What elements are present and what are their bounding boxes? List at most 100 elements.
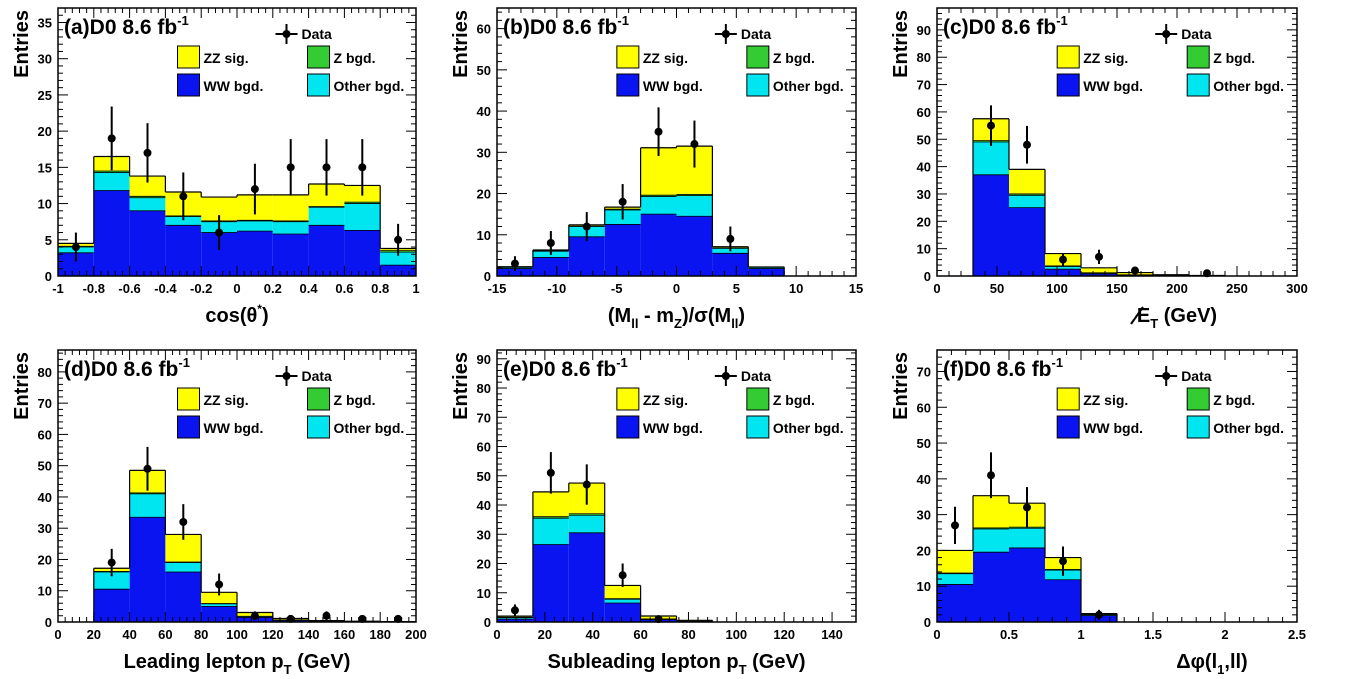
x-tick-label: 2 [1221, 627, 1228, 642]
lumi-exponent: -1 [177, 13, 189, 28]
bar-z [129, 196, 166, 198]
panel-d: 0 20 40 60 80 100 120 140 160 180 200 0 10 20 30 40 50 60… [11, 349, 427, 677]
legend-label-z: Z bgd. [334, 392, 376, 408]
bar-other [93, 571, 130, 590]
x-tick-label: 0.5 [1000, 627, 1018, 642]
bar-ww [237, 231, 273, 276]
bar-ww [1081, 273, 1117, 276]
bar-z [129, 492, 166, 494]
bar-ww [201, 606, 237, 622]
legend-swatch-ww [177, 415, 201, 439]
bar-ww [640, 214, 677, 276]
x-tick-label: 50 [990, 281, 1004, 296]
x-tick-label: 250 [1226, 281, 1248, 296]
legend: Data ZZ sig. Z bgd. WW bgd. Other bgd. [1056, 24, 1284, 97]
y-tick-label: 0 [45, 615, 52, 630]
bar-z [568, 513, 605, 516]
x-tick-label: 120 [262, 627, 284, 642]
legend-label-zz: ZZ sig. [1083, 392, 1128, 408]
x-tick-label: 0 [673, 281, 680, 296]
bar-ww [973, 174, 1009, 276]
legend-swatch-zz [616, 387, 640, 411]
stack-outline [58, 155, 416, 276]
y-tick-label: 10 [38, 197, 52, 212]
y-tick-label: 10 [38, 584, 52, 599]
panel-label: (d)D0 8.6 fb-1 [64, 355, 190, 381]
y-tick-label: 30 [477, 145, 491, 160]
legend-swatch-other [1186, 415, 1210, 439]
x-tick-label: 15 [849, 281, 863, 296]
y-tick-label: 10 [917, 242, 931, 257]
bar-other [532, 518, 569, 545]
bar-other [937, 573, 973, 585]
bar-ww [973, 552, 1009, 622]
bar-zz [201, 197, 237, 221]
y-tick-label: 10 [477, 228, 491, 243]
y-tick-label: 60 [917, 105, 931, 120]
y-tick-label: 70 [917, 78, 931, 93]
x-tick-label: 80 [681, 627, 695, 642]
bar-ww [712, 253, 749, 276]
x-tick-label: 100 [725, 627, 747, 642]
y-tick-label: 30 [917, 187, 931, 202]
y-tick-label: 50 [38, 459, 52, 474]
legend-label-other: Other bgd. [773, 78, 844, 94]
legend-label-z: Z bgd. [773, 392, 815, 408]
lumi-exponent: -1 [1056, 13, 1068, 28]
bar-ww [568, 236, 605, 276]
legend-label-ww: WW bgd. [643, 420, 703, 436]
x-tick-label: -0.4 [154, 281, 177, 296]
legend-swatch-zz [177, 387, 201, 411]
x-axis-label-part: (GeV) [1158, 305, 1217, 327]
bar-ww [497, 619, 533, 622]
y-tick-label: 15 [38, 160, 52, 175]
data-point [1095, 610, 1103, 619]
panel-letter: (a) [64, 16, 90, 39]
y-tick-label: 40 [917, 160, 931, 175]
ticks [57, 350, 417, 623]
legend-data-marker [721, 30, 730, 38]
y-tick-label: 20 [477, 557, 491, 572]
data-point [1131, 266, 1139, 275]
x-axis-label-part: (M [608, 305, 631, 327]
legend-data-label: Data [302, 368, 333, 384]
panel-f: 0 0.5 1 1.5 2 2.5010203040506070EntriesΔφ(l1,… [890, 349, 1306, 677]
data-point [546, 239, 555, 248]
data-point [618, 571, 627, 580]
bar-other [272, 221, 309, 234]
legend-label-zz: ZZ sig. [643, 50, 688, 66]
y-tick-label: 70 [917, 364, 931, 379]
experiment-label: D0 8.6 fb [530, 16, 618, 39]
x-axis-label-part: - m [638, 305, 674, 327]
data-point [250, 185, 259, 194]
bar-other [973, 142, 1009, 175]
panel-a: -1 -0.8 -0.6 -0.4 -0.2 0 0.2 0.4 0.6 0.8 105101520… [11, 7, 420, 327]
bar-other [640, 196, 677, 215]
panel-label: (f)D0 8.6 fb-1 [943, 355, 1063, 381]
y-axis-label: Entries [450, 352, 472, 420]
bar-other [344, 203, 381, 231]
data-point [690, 140, 699, 149]
y-tick-label: 10 [917, 579, 931, 594]
bar-ww [344, 230, 381, 276]
bar-ww [129, 210, 166, 276]
data-point [322, 163, 331, 172]
met-slash [1130, 306, 1144, 325]
legend-label-other: Other bgd. [773, 420, 844, 436]
bar-ww [1009, 207, 1045, 276]
x-axis-label-part: )/σ(M [682, 305, 731, 327]
bar-ww [93, 190, 130, 276]
data-point [394, 235, 403, 244]
data-point [1023, 140, 1031, 149]
data-point [322, 611, 331, 620]
y-tick-label: 10 [477, 586, 491, 601]
data-point [582, 222, 591, 231]
x-tick-label: 140 [298, 627, 320, 642]
legend-swatch-zz [616, 45, 640, 69]
x-tick-label: 180 [369, 627, 391, 642]
bar-zz [1009, 169, 1045, 194]
legend-label-z: Z bgd. [1213, 50, 1255, 66]
y-tick-label: 30 [477, 527, 491, 542]
y-axis-label: Entries [11, 352, 33, 420]
